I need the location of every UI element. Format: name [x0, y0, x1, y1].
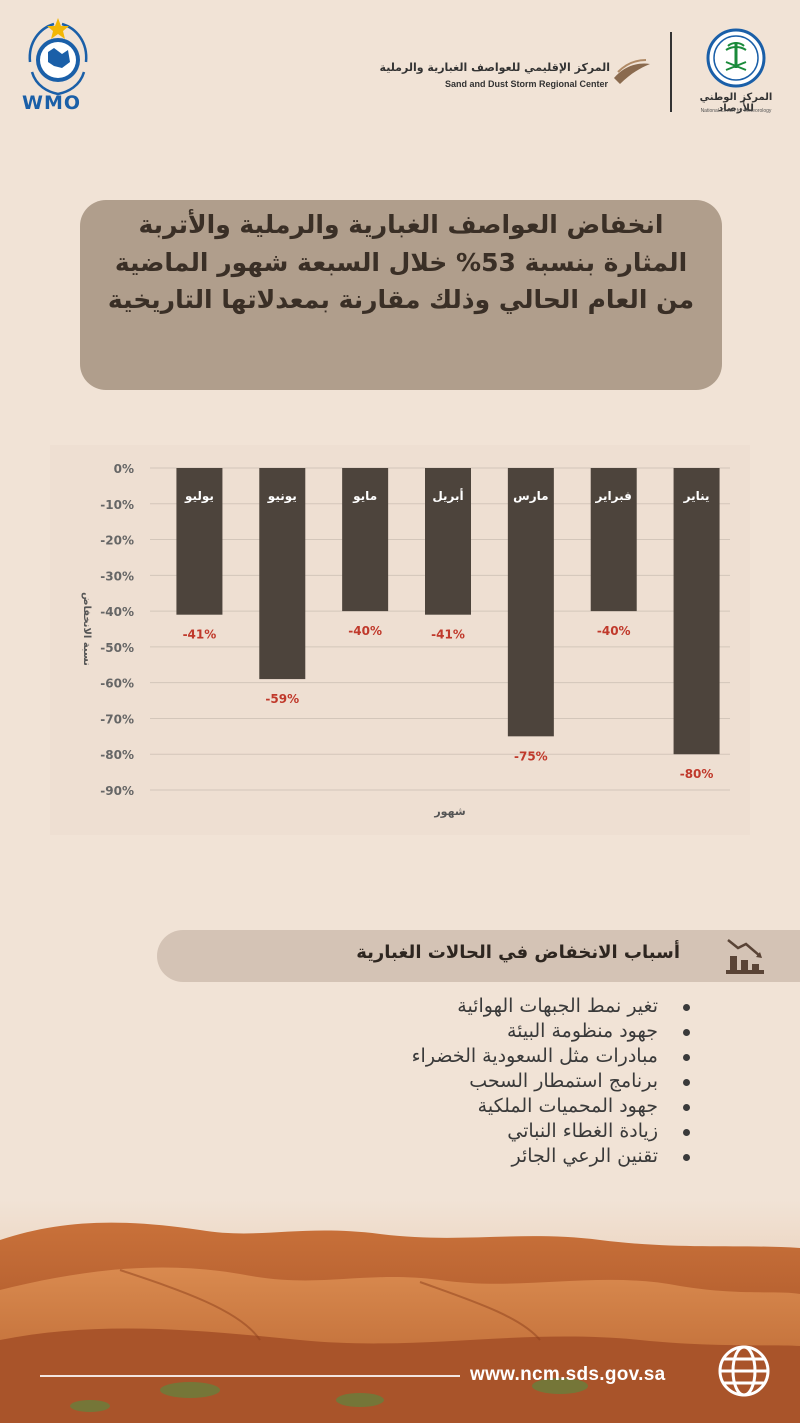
decline-bar-chart: 0% -10% -20% -30% -40% -50% -60% -70% -80% -90% ين… — [81, 462, 730, 818]
logo-separator — [670, 32, 672, 112]
bar-category-label: يناير — [683, 489, 710, 503]
y-tick-label: -40% — [100, 605, 134, 619]
bar-value-label: -41% — [183, 628, 217, 642]
sds-swoosh-logo — [614, 59, 650, 84]
bar-value-label: -75% — [514, 749, 548, 763]
sds-center-name-arabic: المركز الإقليمي للعواصف الغبارية والرملي… — [379, 61, 610, 74]
bar-value-label: -59% — [265, 692, 299, 706]
bar-category-label: مارس — [513, 489, 548, 503]
reasons-header-bar — [157, 930, 800, 982]
reasons-title: أسباب الانخفاض في الحالات الغبارية — [356, 942, 680, 963]
y-axis-title: نسبة الانخفاض — [81, 592, 92, 666]
y-tick-label: -70% — [100, 712, 134, 726]
reason-item: زيادة الغطاء النباتي — [300, 1119, 690, 1144]
bar — [176, 468, 223, 615]
footer-divider — [40, 1375, 460, 1377]
reason-item: مبادرات مثل السعودية الخضراء — [300, 1044, 690, 1069]
headline: انخفاض العواصف الغبارية والرملية والأترب… — [107, 210, 695, 314]
declining-chart-icon — [726, 939, 764, 974]
bar-category-label: أبريل — [432, 488, 463, 503]
reason-item: تقنين الرعي الجائر — [300, 1144, 690, 1169]
title-card — [80, 200, 722, 390]
y-tick-label: -10% — [100, 498, 134, 512]
ncm-logo — [706, 28, 766, 88]
reason-item: برنامج استمطار السحب — [300, 1069, 690, 1094]
chart-panel: 0% -10% -20% -30% -40% -50% -60% -70% -80% -90% ين… — [50, 445, 750, 835]
desert-dunes-image — [0, 1200, 800, 1423]
bar-category-label: مايو — [352, 489, 377, 504]
sds-center-name-english: Sand and Dust Storm Regional Center — [444, 79, 608, 89]
website-link[interactable]: www.ncm.sds.gov.sa — [470, 1364, 666, 1385]
bar-value-label: -40% — [597, 624, 631, 638]
reason-item: جهود منظومة البيئة — [300, 1019, 690, 1044]
bar-value-label: -80% — [680, 767, 714, 781]
y-tick-label: -20% — [100, 534, 134, 548]
bar-value-label: -40% — [348, 624, 382, 638]
bar — [673, 468, 720, 755]
x-axis-title: شهور — [433, 805, 465, 818]
wmo-text: WMO — [22, 92, 82, 114]
globe-icon — [718, 1345, 770, 1397]
bar — [342, 468, 389, 612]
y-tick-label: -50% — [100, 641, 134, 655]
y-tick-label: -30% — [100, 569, 134, 583]
bar — [590, 468, 637, 612]
reasons-list: تغير نمط الجبهات الهوائية جهود منظومة ال… — [300, 994, 690, 1169]
y-tick-label: -60% — [100, 677, 134, 691]
ncm-name-arabic: المركز الوطني للأرصاد — [699, 92, 773, 114]
y-tick-label: 0% — [114, 462, 134, 476]
bar-value-label: -41% — [431, 628, 465, 642]
reason-item: تغير نمط الجبهات الهوائية — [300, 994, 690, 1019]
bar-category-label: فبراير — [595, 489, 632, 503]
ncm-name-english: National Center for Meteorology — [700, 108, 772, 114]
bar — [259, 468, 306, 680]
bar — [507, 468, 554, 737]
bar — [425, 468, 471, 615]
wmo-logo — [28, 18, 88, 96]
y-tick-label: -80% — [100, 748, 134, 762]
bar-category-label: يونيو — [267, 489, 297, 504]
reason-item: جهود المحميات الملكية — [300, 1094, 690, 1119]
y-tick-label: -90% — [100, 784, 134, 798]
bar-category-label: يوليو — [184, 489, 214, 504]
